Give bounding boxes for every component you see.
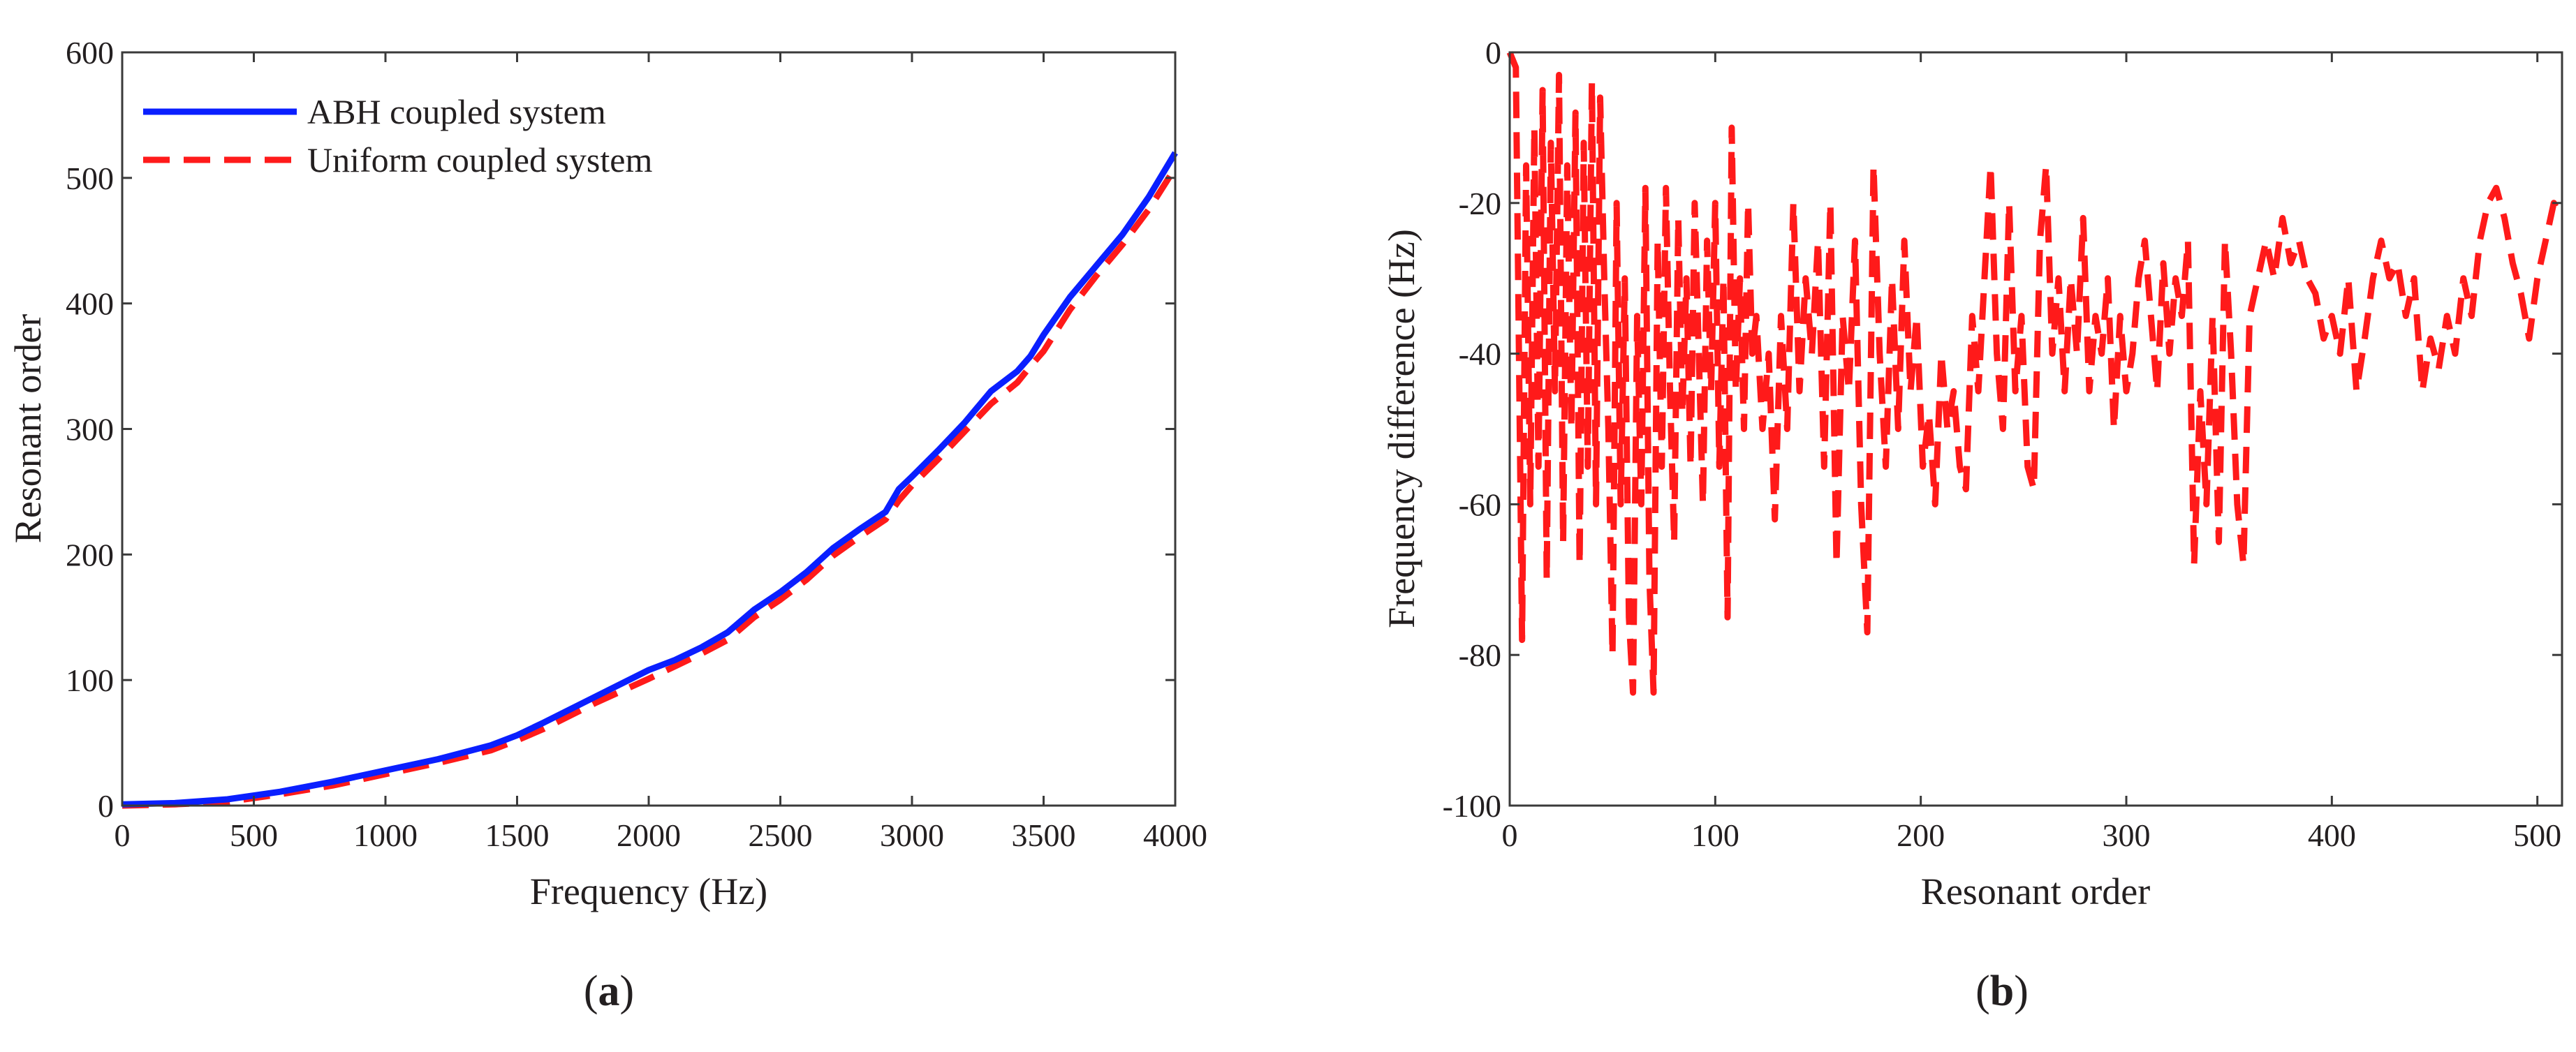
panel-a-ytick-label: 600 bbox=[66, 35, 114, 71]
panel-a-xtick-label: 4000 bbox=[1143, 817, 1207, 853]
panel-a: 0 500 1000 1500 2000 2500 3000 3500 4000 0 100 200 3… bbox=[7, 35, 1207, 1015]
panel-a-label-close: ) bbox=[620, 968, 635, 1015]
panel-b-series-layer bbox=[1506, 51, 2565, 696]
panel-b: 0 100 200 300 400 500 0 -20 -40 -60 -80 -100 Resona… bbox=[1381, 35, 2565, 1015]
panel-b-xtick-label: 0 bbox=[1502, 817, 1518, 853]
panel-a-xlabel: Frequency (Hz) bbox=[530, 871, 767, 912]
legend-abh-label: ABH coupled system bbox=[307, 92, 606, 131]
panel-a-xtick-label: 1000 bbox=[353, 817, 418, 853]
panel-a-ytick-label: 0 bbox=[98, 788, 114, 824]
panel-a-series-abh-coupled-system-line bbox=[122, 151, 1178, 808]
panel-b-axes-box bbox=[1508, 51, 2563, 807]
panel-b-ytick-label: -100 bbox=[1443, 788, 1501, 824]
panel-b-ticks: 0 100 200 300 400 500 0 -20 -40 -60 -80 -100 bbox=[1443, 35, 2562, 853]
panel-b-xtick-label: 200 bbox=[1897, 817, 1945, 853]
panel-a-ytick-label: 300 bbox=[66, 412, 114, 447]
panel-b-series-frequency-difference-line bbox=[1506, 51, 2565, 696]
panel-a-xtick-label: 2000 bbox=[617, 817, 681, 853]
panel-b-xtick-label: 100 bbox=[1691, 817, 1739, 853]
panel-a-ytick-label: 500 bbox=[66, 161, 114, 196]
panel-a-legend: ABH coupled system Uniform coupled syste… bbox=[143, 92, 652, 179]
panel-a-series-uniform-coupled-system-line bbox=[122, 165, 1178, 809]
panel-b-label-open: ( bbox=[1975, 968, 1990, 1015]
panel-a-xtick-label: 1500 bbox=[485, 817, 550, 853]
panel-a-label: (a) bbox=[584, 968, 634, 1015]
panel-a-series-layer bbox=[122, 151, 1178, 809]
panel-a-xtick-label: 0 bbox=[115, 817, 131, 853]
panel-b-xtick-label: 400 bbox=[2308, 817, 2356, 853]
panel-b-label: (b) bbox=[1975, 968, 2029, 1015]
panel-a-ylabel: Resonant order bbox=[7, 314, 49, 543]
panel-b-label-close: ) bbox=[2014, 968, 2029, 1015]
panel-a-xtick-label: 3000 bbox=[880, 817, 944, 853]
panel-b-xtick-label: 500 bbox=[2513, 817, 2561, 853]
panel-b-xtick-label: 300 bbox=[2103, 817, 2151, 853]
panel-a-label-letter: a bbox=[598, 968, 620, 1015]
panel-b-ylabel: Frequency difference (Hz) bbox=[1381, 229, 1422, 628]
legend-uniform-label: Uniform coupled system bbox=[307, 140, 652, 179]
panel-b-label-letter: b bbox=[1990, 968, 2014, 1015]
panel-b-ytick-label: 0 bbox=[1485, 35, 1501, 71]
panel-b-ytick-label: -80 bbox=[1459, 637, 1501, 673]
panel-a-label-open: ( bbox=[584, 968, 598, 1015]
panel-a-ticks: 0 500 1000 1500 2000 2500 3000 3500 4000 0 100 200 3… bbox=[66, 35, 1207, 853]
panel-a-ytick-label: 400 bbox=[66, 286, 114, 322]
panel-b-xlabel: Resonant order bbox=[1921, 871, 2150, 912]
panel-a-ytick-label: 200 bbox=[66, 537, 114, 572]
panel-a-xtick-label: 3500 bbox=[1012, 817, 1076, 853]
panel-b-ytick-label: -20 bbox=[1459, 186, 1501, 221]
panel-b-ytick-label: -40 bbox=[1459, 336, 1501, 372]
panel-b-ytick-label: -60 bbox=[1459, 487, 1501, 522]
panel-a-ytick-label: 100 bbox=[66, 662, 114, 698]
panel-a-xtick-label: 500 bbox=[230, 817, 278, 853]
panel-a-xtick-label: 2500 bbox=[749, 817, 813, 853]
